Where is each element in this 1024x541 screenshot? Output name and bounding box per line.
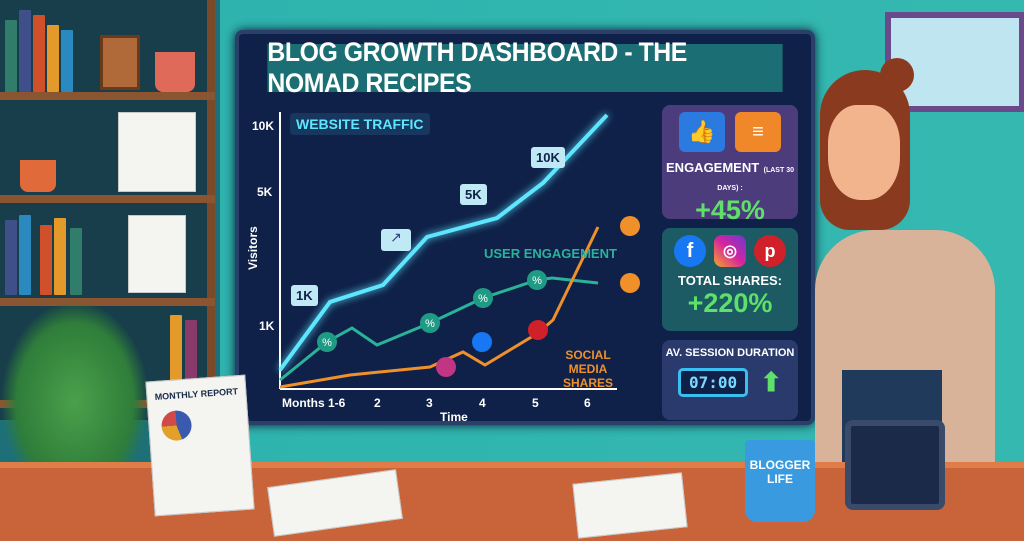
pinterest-icon: p — [754, 235, 786, 267]
pinterest-marker — [528, 320, 548, 340]
plant-pot — [20, 160, 56, 192]
engagement-sub: (LAST 30 DAYS) : — [717, 167, 794, 192]
callout-1k: 1K — [291, 285, 318, 306]
session-card: AV. SESSION DURATION 07:00 ⬆ — [662, 340, 798, 420]
thumbs-up-icon: 👍 — [679, 112, 725, 152]
bar-chart-paper — [118, 112, 196, 192]
instagram-marker — [436, 357, 456, 377]
trend-icon: ↗ — [381, 229, 411, 251]
series-social-shares — [279, 226, 600, 389]
desk-paper — [572, 472, 688, 539]
shares-card: f ◎ p TOTAL SHARES: +220% — [662, 228, 798, 331]
book — [33, 15, 45, 92]
x-axis-label: Time — [440, 410, 468, 424]
engagement-marker-label: % — [532, 275, 542, 287]
shelf — [0, 195, 215, 203]
facebook-marker — [472, 332, 492, 352]
bookshelf — [0, 0, 215, 420]
series-label-engagement: USER ENGAGEMENT — [484, 246, 617, 261]
report-title: MONTHLY REPORT — [154, 386, 239, 403]
monthly-report: MONTHLY REPORT — [145, 374, 255, 517]
plant-pot — [155, 52, 195, 92]
chat-bubble-icon: ≡ — [735, 112, 781, 152]
engagement-card: 👍 ≡ ENGAGEMENT (LAST 30 DAYS) : +45% — [662, 105, 798, 225]
y-tick-label: 1K — [259, 319, 275, 333]
picture-frame — [100, 35, 140, 90]
x-tick-label: 6 — [584, 396, 591, 410]
book — [5, 220, 17, 295]
page-title: BLOG GROWTH DASHBOARD - THE NOMAD RECIPE… — [267, 37, 783, 98]
session-value: 07:00 — [678, 368, 749, 397]
shares-value: +220% — [687, 288, 773, 318]
engagement-marker — [527, 270, 547, 290]
engagement-marker-label: % — [425, 318, 435, 330]
engagement-marker-label: % — [322, 337, 332, 349]
share-marker — [620, 273, 640, 293]
person-face — [828, 105, 900, 200]
chart-title: WEBSITE TRAFFIC — [290, 113, 430, 135]
shelf — [0, 92, 215, 100]
engagement-value: +45% — [695, 195, 765, 225]
engagement-marker — [317, 332, 337, 352]
x-tick-label: 2 — [374, 396, 381, 410]
plant-leaves — [0, 300, 150, 470]
x-tick-label: 3 — [426, 396, 433, 410]
engagement-marker — [473, 288, 493, 308]
x-tick-label: Months 1-6 — [282, 396, 346, 410]
arrow-up-icon: ⬆ — [760, 367, 782, 397]
engagement-marker — [420, 313, 440, 333]
engagement-label: ENGAGEMENT — [666, 160, 760, 175]
pie-chart-icon — [160, 409, 193, 442]
book — [70, 228, 82, 295]
tablet — [845, 420, 945, 510]
instagram-icon: ◎ — [714, 235, 746, 267]
y-tick-label: 10K — [252, 119, 275, 133]
book — [61, 30, 73, 92]
share-marker — [620, 216, 640, 236]
shares-label: TOTAL SHARES: — [677, 273, 782, 288]
clipboard-chart — [128, 215, 186, 293]
book — [54, 218, 66, 295]
callout-10k: 10K — [531, 147, 565, 168]
series-label-shares: SOCIAL MEDIA SHARES — [562, 348, 613, 390]
book — [40, 225, 52, 295]
book — [19, 10, 31, 92]
hair-bun — [880, 58, 914, 92]
x-tick-label: 5 — [532, 396, 539, 410]
session-label: AV. SESSION DURATION — [665, 347, 795, 359]
engagement-marker-label: % — [478, 293, 488, 305]
series-website-traffic — [278, 113, 609, 372]
y-tick-label: 5K — [257, 185, 273, 199]
callout-5k: 5K — [460, 184, 487, 205]
book — [47, 25, 59, 92]
y-axis-label: Visitors — [246, 226, 260, 270]
book — [5, 20, 17, 92]
book — [19, 215, 31, 295]
coffee-mug: BLOGGER LIFE — [745, 440, 815, 522]
facebook-icon: f — [674, 235, 706, 267]
x-tick-label: 4 — [479, 396, 486, 410]
